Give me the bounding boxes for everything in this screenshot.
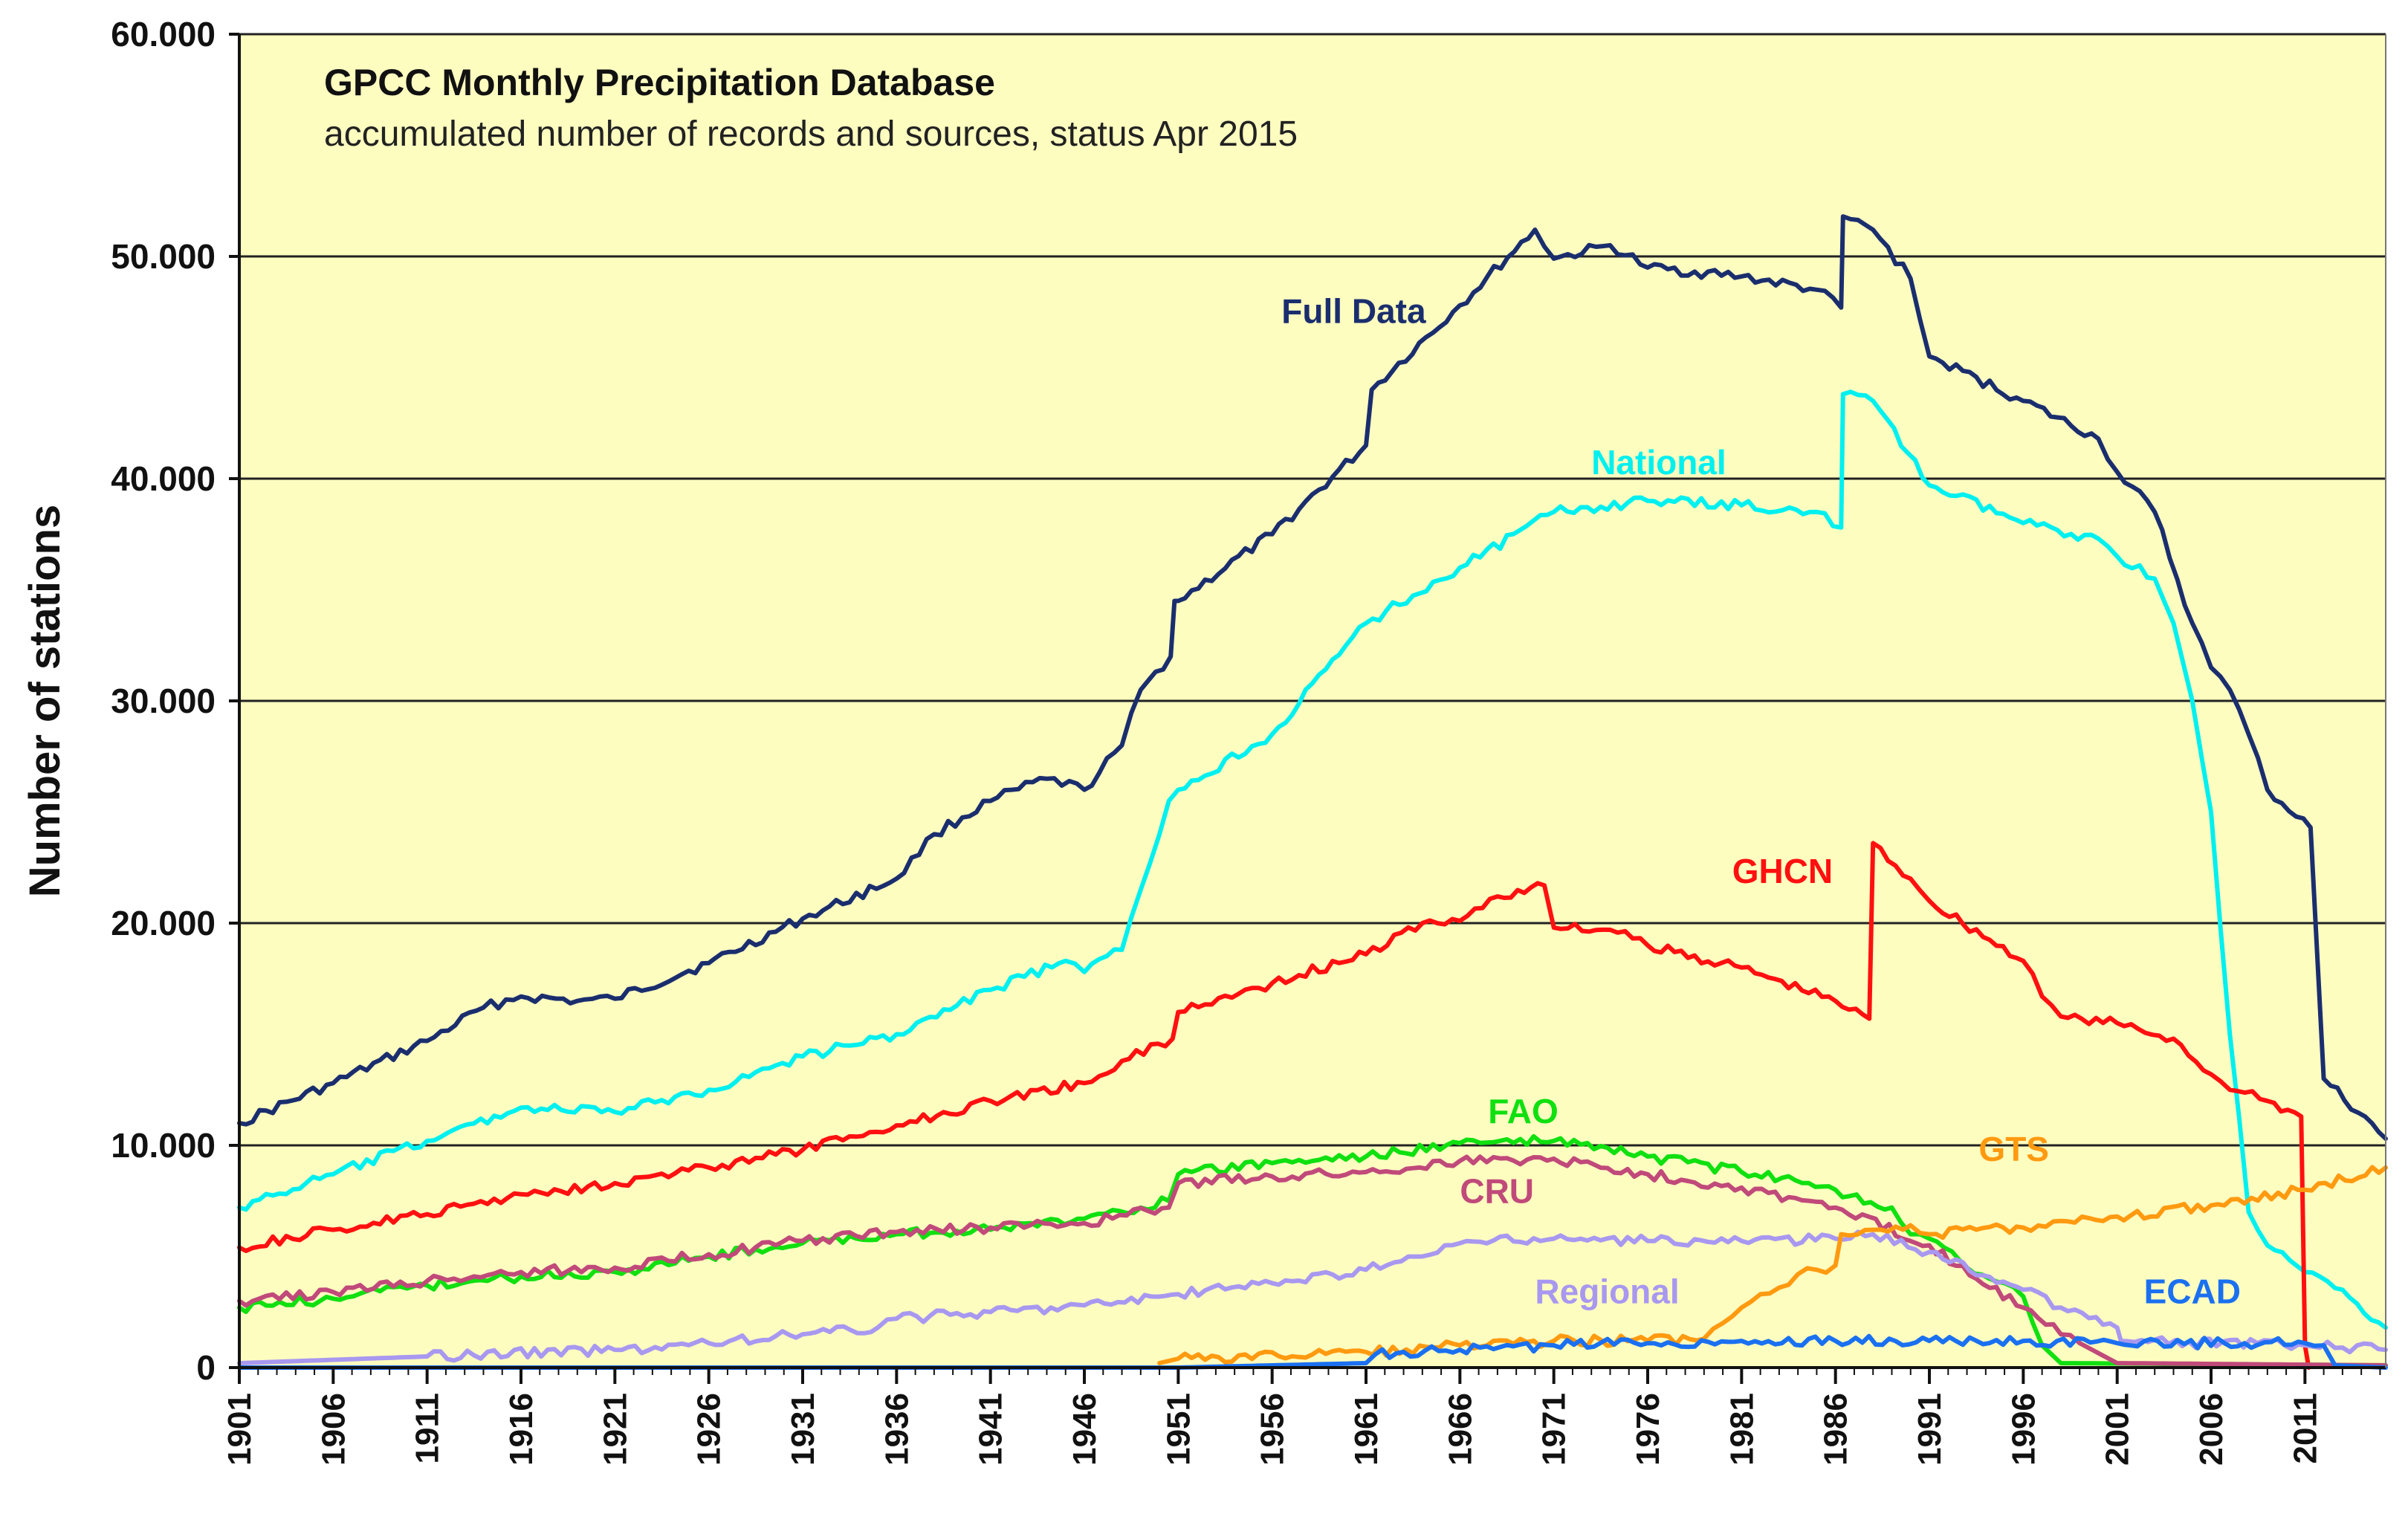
x-tick-label: 1931 — [785, 1393, 821, 1466]
y-tick-label: 60.000 — [111, 15, 216, 54]
x-tick-label: 1916 — [503, 1393, 540, 1466]
x-tick-label: 2001 — [2100, 1393, 2136, 1466]
x-tick-label: 1951 — [1160, 1393, 1197, 1466]
series-line-cru — [237, 1154, 2388, 1368]
series-lines — [237, 214, 2388, 1370]
y-tick-label: 20.000 — [111, 904, 216, 942]
y-axis-label: Number of stations — [21, 505, 69, 898]
x-tick-label: 1981 — [1724, 1393, 1760, 1466]
x-tick-label: 1926 — [691, 1393, 728, 1466]
y-tick-label: 50.000 — [111, 237, 216, 276]
series-line-fao — [237, 1133, 2388, 1368]
x-tick-label: 1991 — [1912, 1393, 1948, 1466]
y-tick-label: 0 — [196, 1348, 216, 1387]
gridlines — [239, 33, 2386, 1147]
series-label-fao: FAO — [1488, 1092, 1559, 1130]
series-label-ghcn: GHCN — [1732, 852, 1833, 890]
y-tick-labels: 0 10.000 20.000 30.000 40.000 50.000 60.000 — [111, 15, 239, 1387]
x-tick-label: 1941 — [973, 1393, 1009, 1466]
series-line-full-data — [237, 214, 2388, 1141]
series-line-gts — [1157, 1165, 2388, 1365]
chart-title: GPCC Monthly Precipitation Database — [324, 62, 995, 103]
x-tick-label: 1986 — [1818, 1393, 1854, 1466]
series-label-regional: Regional — [1535, 1272, 1679, 1310]
x-tick-label: 1956 — [1255, 1393, 1291, 1466]
y-tick-label: 40.000 — [111, 459, 216, 498]
y-tick-label: 10.000 — [111, 1126, 216, 1165]
series-label-national: National — [1591, 443, 1726, 482]
series-label-gts: GTS — [1978, 1130, 2049, 1168]
series-line-regional — [237, 1229, 2388, 1365]
series-label-ecad: ECAD — [2144, 1272, 2241, 1310]
x-tick-label: 2011 — [2287, 1393, 2323, 1463]
series-line-national — [237, 389, 2388, 1330]
series-line-ghcn — [237, 841, 2311, 1370]
x-tick-label: 1996 — [2005, 1393, 2042, 1466]
series-label-cru: CRU — [1460, 1172, 1534, 1211]
x-tick-label: 1921 — [597, 1393, 633, 1466]
x-tick-label: 2006 — [2193, 1393, 2230, 1466]
x-tick-label: 1946 — [1067, 1393, 1103, 1466]
x-tick-label: 1966 — [1442, 1393, 1478, 1466]
series-label-full-data: Full Data — [1281, 292, 1426, 331]
x-tick-label: 1976 — [1630, 1393, 1666, 1466]
x-tick-label: 1971 — [1536, 1393, 1573, 1466]
x-tick-label: 1906 — [315, 1393, 352, 1466]
x-tick-labels: 1901 1906 1911 1916 1921 1926 1931 1936 1941 1946… — [221, 1368, 2381, 1466]
x-tick-label: 1936 — [878, 1393, 915, 1466]
y-tick-label: 30.000 — [111, 682, 216, 720]
x-tick-label: 1911 — [410, 1393, 446, 1463]
x-tick-label: 1901 — [221, 1393, 258, 1466]
x-tick-label: 1961 — [1348, 1393, 1385, 1466]
series-labels: Full Data National GHCN FAO CRU Regional GTS EC… — [1281, 292, 2241, 1311]
chart-subtitle: accumulated number of records and source… — [324, 114, 1298, 154]
